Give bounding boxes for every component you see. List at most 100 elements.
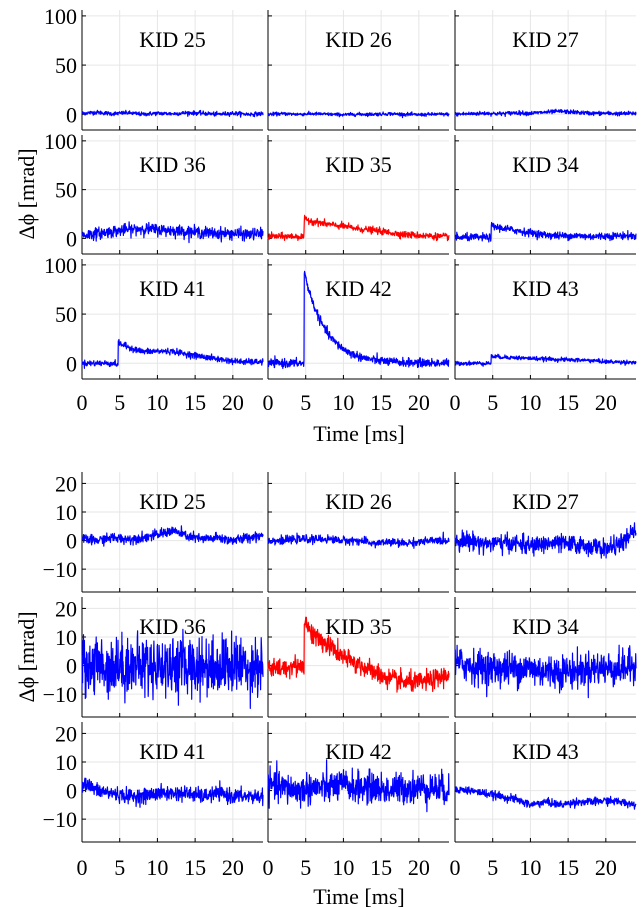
y-tick-label: −10 [43, 682, 77, 707]
y-tick-label: 0 [66, 529, 77, 554]
series-line [81, 109, 264, 118]
series-line [81, 628, 264, 709]
y-tick-label: −10 [43, 807, 77, 832]
y-tick-label: 50 [55, 178, 77, 203]
x-tick-label: 10 [332, 855, 354, 880]
y-tick-label: 100 [44, 253, 77, 278]
y-tick-label: 10 [55, 625, 77, 650]
y-tick-label: 0 [66, 226, 77, 251]
series-line [267, 531, 450, 549]
x-tick-label: 5 [487, 390, 498, 415]
y-axis-title: Δϕ [mrad] [14, 611, 39, 702]
x-axis-title: Time [ms] [313, 421, 404, 446]
panel-label: KID 41 [139, 276, 206, 301]
x-tick-label: 0 [263, 390, 274, 415]
y-tick-label: 50 [55, 53, 77, 78]
panel-label: KID 35 [325, 614, 392, 639]
y-tick-label: 10 [55, 500, 77, 525]
panel-label: KID 42 [325, 276, 392, 301]
series-line [81, 338, 264, 369]
x-tick-label: 10 [519, 390, 541, 415]
series-line [454, 644, 637, 699]
panel-label: KID 43 [512, 739, 579, 764]
panel-1-7: 0 50 100 0 5 10 15 20 KID 41 [44, 253, 264, 415]
panel-label: KID 41 [139, 739, 206, 764]
x-tick-label: 10 [146, 390, 168, 415]
panel-label: KID 42 [325, 739, 392, 764]
x-tick-label: 20 [222, 855, 244, 880]
series-line [81, 525, 264, 547]
series-line [454, 786, 637, 810]
panel-1-6: KID 34 [454, 135, 637, 255]
series-line [454, 522, 637, 559]
series-line [267, 214, 450, 242]
panel-1-9: 0 5 10 15 20 KID 43 [450, 259, 637, 415]
panel-2-5: KID 35 [267, 597, 450, 718]
panel-1-8: 0 5 10 15 20 KID 42 [263, 259, 450, 415]
y-tick-label: −10 [43, 557, 77, 582]
series-line [454, 221, 637, 243]
x-tick-label: 10 [146, 855, 168, 880]
panel-1-1: 0 50 100 KID 25 [44, 4, 264, 131]
panel-2-6: KID 34 [454, 597, 637, 718]
panel-label: KID 36 [139, 614, 206, 639]
series-line [267, 616, 450, 693]
x-tick-label: 15 [370, 855, 392, 880]
x-tick-label: 0 [263, 855, 274, 880]
x-tick-label: 15 [557, 390, 579, 415]
x-tick-label: 0 [77, 855, 88, 880]
x-tick-label: 20 [222, 390, 244, 415]
y-tick-label: 50 [55, 302, 77, 327]
panel-1-5: KID 35 [267, 135, 450, 255]
panel-label: KID 35 [325, 152, 392, 177]
panel-label: KID 26 [325, 489, 392, 514]
panel-label: KID 34 [512, 152, 579, 177]
panel-2-2: KID 26 [267, 472, 450, 593]
x-tick-label: 20 [408, 855, 430, 880]
panel-label: KID 25 [139, 489, 206, 514]
x-tick-label: 5 [487, 855, 498, 880]
panel-2-8: 0 5 10 15 20 KID 42 [263, 722, 450, 880]
series-line [454, 353, 637, 367]
y-tick-label: 0 [66, 654, 77, 679]
x-tick-label: 20 [595, 855, 617, 880]
panel-label: KID 43 [512, 276, 579, 301]
y-tick-label: 100 [44, 4, 77, 29]
panel-label: KID 27 [512, 489, 579, 514]
y-tick-label: 100 [44, 129, 77, 154]
x-tick-label: 15 [184, 855, 206, 880]
series-line [267, 759, 450, 813]
panel-1-3: KID 27 [454, 10, 637, 131]
panel-label: KID 26 [325, 27, 392, 52]
series-line [267, 110, 450, 119]
panel-2-9: 0 5 10 15 20 KID 43 [450, 722, 637, 880]
panel-label: KID 34 [512, 614, 579, 639]
panel-label: KID 27 [512, 27, 579, 52]
panel-label: KID 36 [139, 152, 206, 177]
panel-2-1: −10 0 10 20 KID 25 [43, 471, 264, 593]
panel-1-4: 0 50 100 KID 36 [44, 129, 264, 255]
x-tick-label: 15 [184, 390, 206, 415]
y-tick-label: 20 [55, 471, 77, 496]
panel-1-2: KID 26 [267, 10, 450, 131]
x-tick-label: 5 [114, 390, 125, 415]
x-axis-title: Time [ms] [313, 884, 404, 908]
y-axis-title: Δϕ [mrad] [14, 148, 39, 239]
y-tick-label: 20 [55, 596, 77, 621]
series-line [81, 221, 264, 244]
y-tick-label: 0 [66, 779, 77, 804]
x-tick-label: 5 [300, 855, 311, 880]
x-tick-label: 10 [332, 390, 354, 415]
x-tick-label: 15 [370, 390, 392, 415]
series-line [81, 777, 264, 808]
x-tick-label: 5 [114, 855, 125, 880]
panel-2-3: KID 27 [454, 472, 637, 593]
x-tick-label: 0 [77, 390, 88, 415]
x-tick-label: 5 [300, 390, 311, 415]
x-tick-label: 15 [557, 855, 579, 880]
y-tick-label: 0 [66, 102, 77, 127]
series-line [267, 270, 450, 370]
series-line [454, 108, 637, 117]
